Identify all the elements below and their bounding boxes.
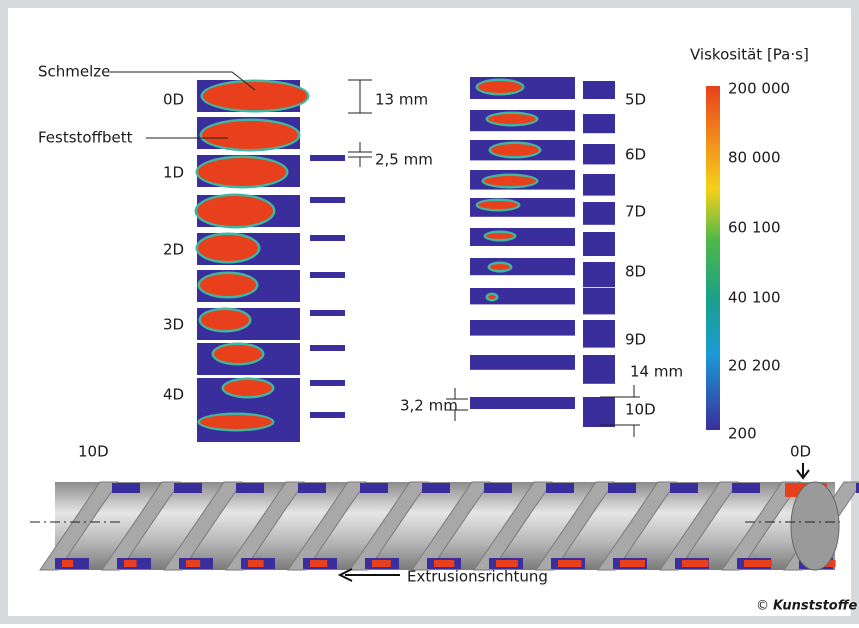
legend-label: 60 100 [728, 219, 781, 237]
flight-gap [310, 272, 345, 278]
channel-melt [682, 560, 709, 567]
channel [174, 483, 202, 493]
screw-end [791, 482, 839, 570]
screw-start-label: 10D [78, 443, 109, 461]
legend-title: Viskosität [Pa·s] [690, 46, 809, 64]
blob [478, 201, 518, 209]
channel [546, 483, 574, 493]
flight-gap [310, 197, 345, 203]
channel-melt [558, 560, 581, 567]
station-label: 0D [163, 91, 184, 109]
channel [670, 483, 698, 493]
channel-melt [186, 560, 200, 567]
legend-label: 80 000 [728, 149, 781, 167]
channel [236, 483, 264, 493]
flight-block [583, 355, 615, 384]
channel-melt [620, 560, 645, 567]
blob [198, 235, 258, 261]
blob [201, 310, 249, 330]
flight-block [583, 174, 615, 196]
channel [608, 483, 636, 493]
channel [732, 483, 760, 493]
station-label: 3D [163, 316, 184, 334]
blob [490, 264, 510, 270]
label-melt: Schmelze [38, 63, 110, 81]
flight-block [583, 288, 615, 314]
flight-block [583, 232, 615, 256]
channel-melt [62, 560, 73, 567]
cross-section [470, 397, 575, 409]
blob [200, 274, 256, 296]
blob [488, 114, 536, 124]
dimension-label: 13 mm [375, 91, 428, 109]
station-label: 10D [625, 401, 656, 419]
station-label: 4D [163, 386, 184, 404]
flight-block [583, 144, 615, 164]
blob [197, 196, 273, 226]
flight-gap [310, 412, 345, 418]
blob [200, 415, 272, 429]
flight-block [583, 262, 615, 287]
station-label: 8D [625, 263, 646, 281]
channel [484, 483, 512, 493]
blob [198, 158, 286, 186]
flight-gap [310, 235, 345, 241]
screw-end-label: 0D [790, 443, 811, 461]
channel [298, 483, 326, 493]
blob [203, 82, 307, 110]
blob [486, 233, 514, 239]
cross-section [470, 355, 575, 370]
channel-melt [496, 560, 518, 567]
channel-melt [310, 560, 327, 567]
blob [214, 345, 262, 363]
station-label: 2D [163, 241, 184, 259]
channel [360, 483, 388, 493]
channel-melt [248, 560, 264, 567]
station-label: 5D [625, 91, 646, 109]
flight-gap [310, 310, 345, 316]
figure: Schmelze Feststoffbett 0D 1D 2D 3D 4D 5D… [0, 0, 859, 624]
blob [491, 144, 539, 156]
credit-name: Kunststoffe [773, 599, 858, 614]
direction-label: Extrusionsrichtung [407, 568, 548, 586]
legend-label: 200 [728, 425, 757, 443]
blob [202, 121, 298, 149]
channel-melt [434, 560, 454, 567]
station-label: 6D [625, 146, 646, 164]
channel-melt [124, 560, 137, 567]
blob [484, 176, 536, 186]
channel-melt [744, 560, 772, 567]
flight-block [583, 81, 615, 99]
cross-section [470, 320, 575, 336]
cross-section [470, 258, 575, 275]
flight-block [583, 397, 615, 427]
station-label: 9D [625, 331, 646, 349]
flight-gap [310, 345, 345, 351]
credit-symbol: © [756, 599, 769, 614]
dimension-label: 3,2 mm [400, 397, 458, 415]
station-label: 7D [625, 203, 646, 221]
dimension-label: 14 mm [630, 363, 683, 381]
blob [488, 295, 496, 299]
channel [422, 483, 450, 493]
blob [224, 380, 272, 396]
channel [112, 483, 140, 493]
legend-label: 200 000 [728, 80, 790, 98]
channel-melt [372, 560, 391, 567]
flight-gap [310, 155, 345, 161]
legend-label: 20 200 [728, 357, 781, 375]
legend-label: 40 100 [728, 289, 781, 307]
flight-block [583, 320, 615, 348]
blob [478, 81, 522, 93]
color-bar [706, 86, 720, 430]
flight-gap [310, 380, 345, 386]
flight-block [583, 202, 615, 225]
station-label: 1D [163, 164, 184, 182]
dimension-label: 2,5 mm [375, 151, 433, 169]
label-solid-bed: Feststoffbett [38, 129, 133, 147]
flight-block [583, 114, 615, 133]
